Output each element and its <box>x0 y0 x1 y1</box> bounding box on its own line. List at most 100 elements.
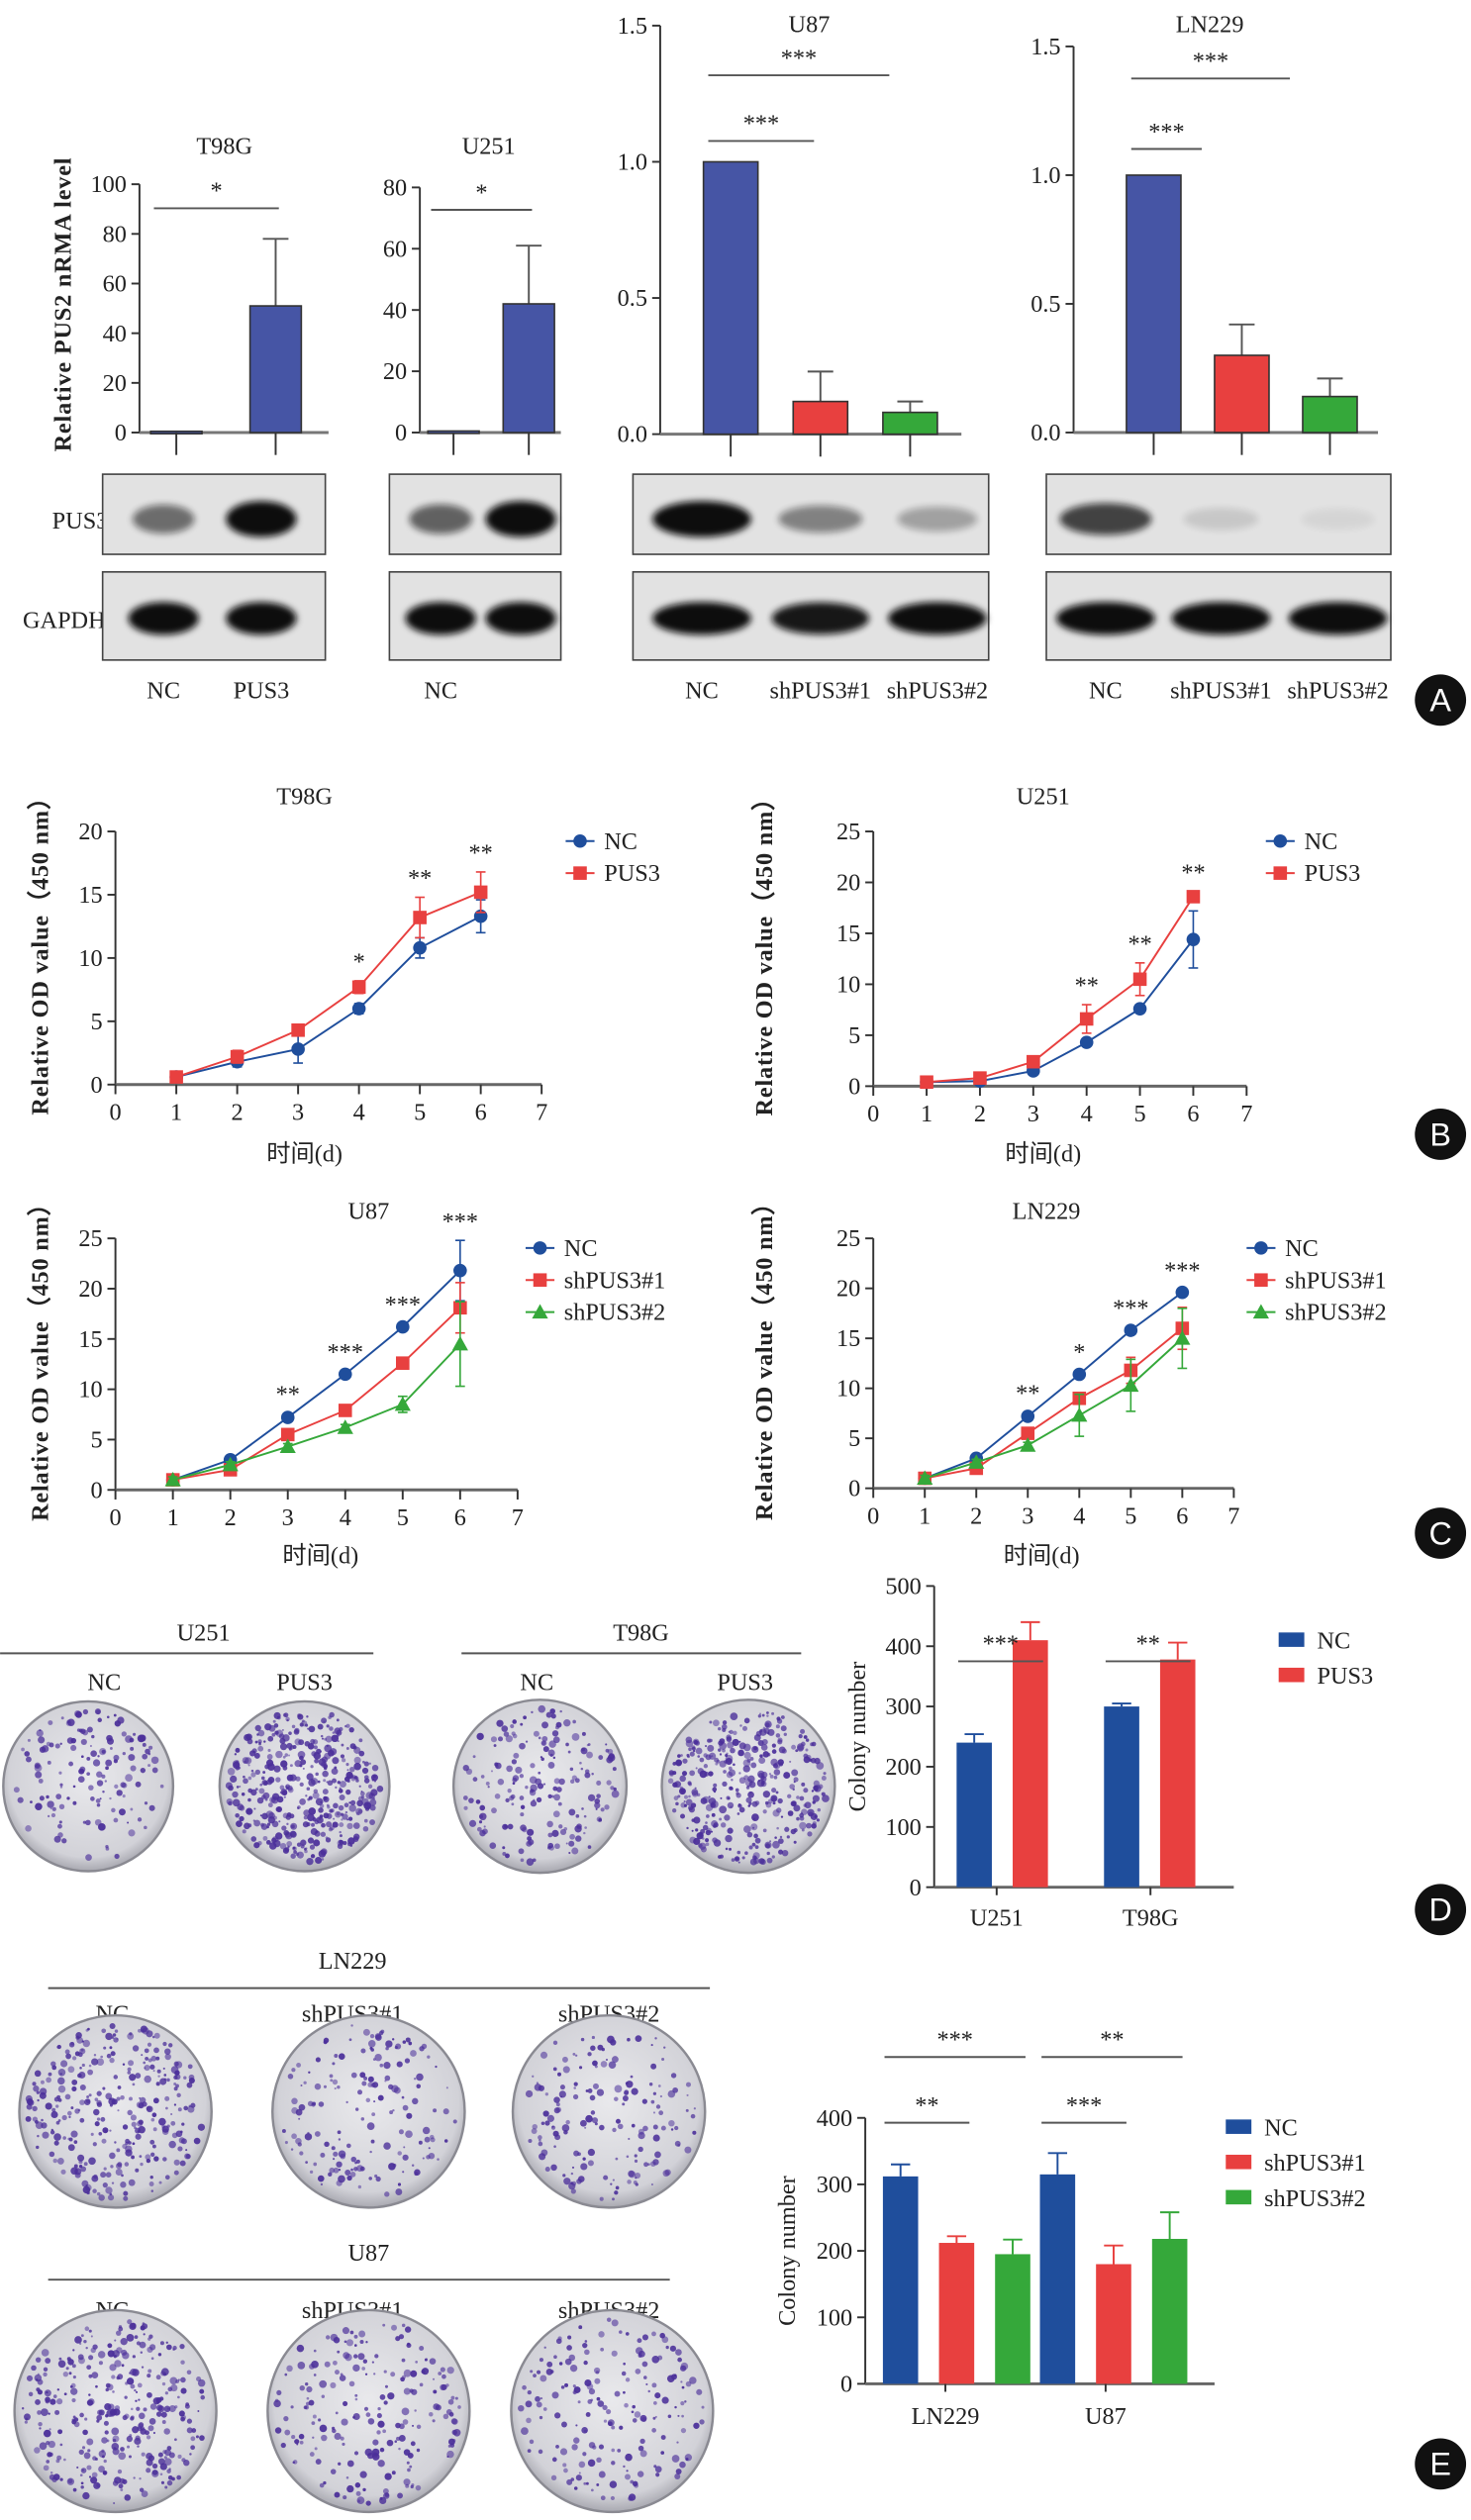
colony <box>803 1788 809 1793</box>
colony <box>345 1747 349 1750</box>
colony <box>536 2370 541 2375</box>
colony <box>521 2427 529 2436</box>
colony <box>162 2041 167 2047</box>
data-point <box>396 1356 410 1370</box>
colony <box>34 2447 41 2454</box>
colony <box>105 2092 113 2100</box>
colony <box>342 2327 350 2335</box>
lane-label: shPUS3#1 <box>1170 678 1272 705</box>
colony <box>197 2410 200 2412</box>
colony <box>688 1804 694 1811</box>
colony <box>726 1795 731 1800</box>
colony <box>559 2448 568 2456</box>
colony <box>145 2154 151 2161</box>
colony <box>120 2337 128 2346</box>
colony <box>812 1794 820 1802</box>
colony <box>407 2468 411 2472</box>
colony <box>507 1789 512 1793</box>
colony <box>86 2190 90 2195</box>
y-tick-label: 0.5 <box>1030 291 1060 318</box>
colony <box>299 1764 303 1768</box>
colony <box>571 1733 580 1741</box>
data-point <box>917 1470 933 1486</box>
colony <box>86 1772 91 1777</box>
colony <box>143 2333 146 2336</box>
colony <box>174 2061 183 2069</box>
colony <box>300 1839 307 1846</box>
y-axis-label: Relative OD value（450 nm） <box>751 786 778 1116</box>
colony <box>324 2361 331 2368</box>
colony <box>105 2186 113 2194</box>
colony <box>164 2048 171 2055</box>
colony <box>49 2130 55 2135</box>
colony <box>46 1741 51 1747</box>
colony <box>45 2396 50 2403</box>
colony <box>680 1802 686 1808</box>
colony <box>611 2425 616 2430</box>
colony <box>118 2452 127 2461</box>
colony <box>330 2469 337 2474</box>
colony <box>116 2148 121 2153</box>
colony <box>103 2046 107 2050</box>
colony <box>153 2156 159 2162</box>
colony <box>784 1826 790 1832</box>
colony <box>257 1840 262 1846</box>
colony <box>173 2083 177 2085</box>
colony <box>699 1842 707 1850</box>
colony <box>58 1803 65 1809</box>
colony <box>313 1816 316 1819</box>
colony <box>634 2159 638 2163</box>
colony <box>105 1844 109 1849</box>
colony <box>303 1809 311 1816</box>
colony <box>406 2461 410 2465</box>
colony <box>74 1709 81 1717</box>
colony <box>55 1793 62 1800</box>
colony <box>694 1787 697 1790</box>
colony <box>259 1783 263 1787</box>
colony <box>32 2082 37 2086</box>
data-point <box>1132 972 1147 987</box>
colony <box>322 1789 329 1795</box>
colony <box>553 2145 556 2148</box>
significance-label: *** <box>743 111 779 138</box>
series-line <box>175 891 482 1079</box>
colony <box>314 1830 321 1837</box>
x-tick-label: 3 <box>292 1099 304 1125</box>
colony <box>346 1769 349 1772</box>
y-tick-label: 1.5 <box>618 13 647 40</box>
colony <box>468 1819 477 1827</box>
y-tick-label: 500 <box>885 1573 921 1599</box>
colony <box>94 1818 102 1826</box>
colony <box>356 2165 364 2173</box>
colony <box>279 1785 285 1791</box>
colony <box>771 1855 775 1859</box>
colony <box>776 1826 779 1830</box>
colony <box>555 2444 559 2449</box>
colony <box>296 2062 302 2068</box>
colony <box>445 2086 448 2089</box>
x-tick-label: 1 <box>919 1502 931 1529</box>
colony <box>253 1807 256 1810</box>
colony <box>49 2428 51 2431</box>
colony <box>429 2411 434 2417</box>
colony <box>680 1813 686 1819</box>
colony <box>558 2362 563 2366</box>
colony <box>369 1819 376 1826</box>
colony <box>336 2161 343 2168</box>
colony <box>489 1842 497 1850</box>
colony <box>571 2444 578 2451</box>
colony <box>560 2095 563 2098</box>
colony <box>631 2087 638 2095</box>
significance-label: ** <box>469 840 493 867</box>
colony <box>109 2057 115 2064</box>
colony <box>549 1753 553 1757</box>
colony <box>76 1728 81 1732</box>
colony <box>360 2117 365 2121</box>
x-tick-label: 5 <box>397 1504 409 1531</box>
significance-label: *** <box>1066 2092 1102 2119</box>
colony <box>74 2336 82 2344</box>
chart-title: U87 <box>347 1199 389 1225</box>
colony <box>610 2039 617 2046</box>
colony <box>305 2161 308 2164</box>
